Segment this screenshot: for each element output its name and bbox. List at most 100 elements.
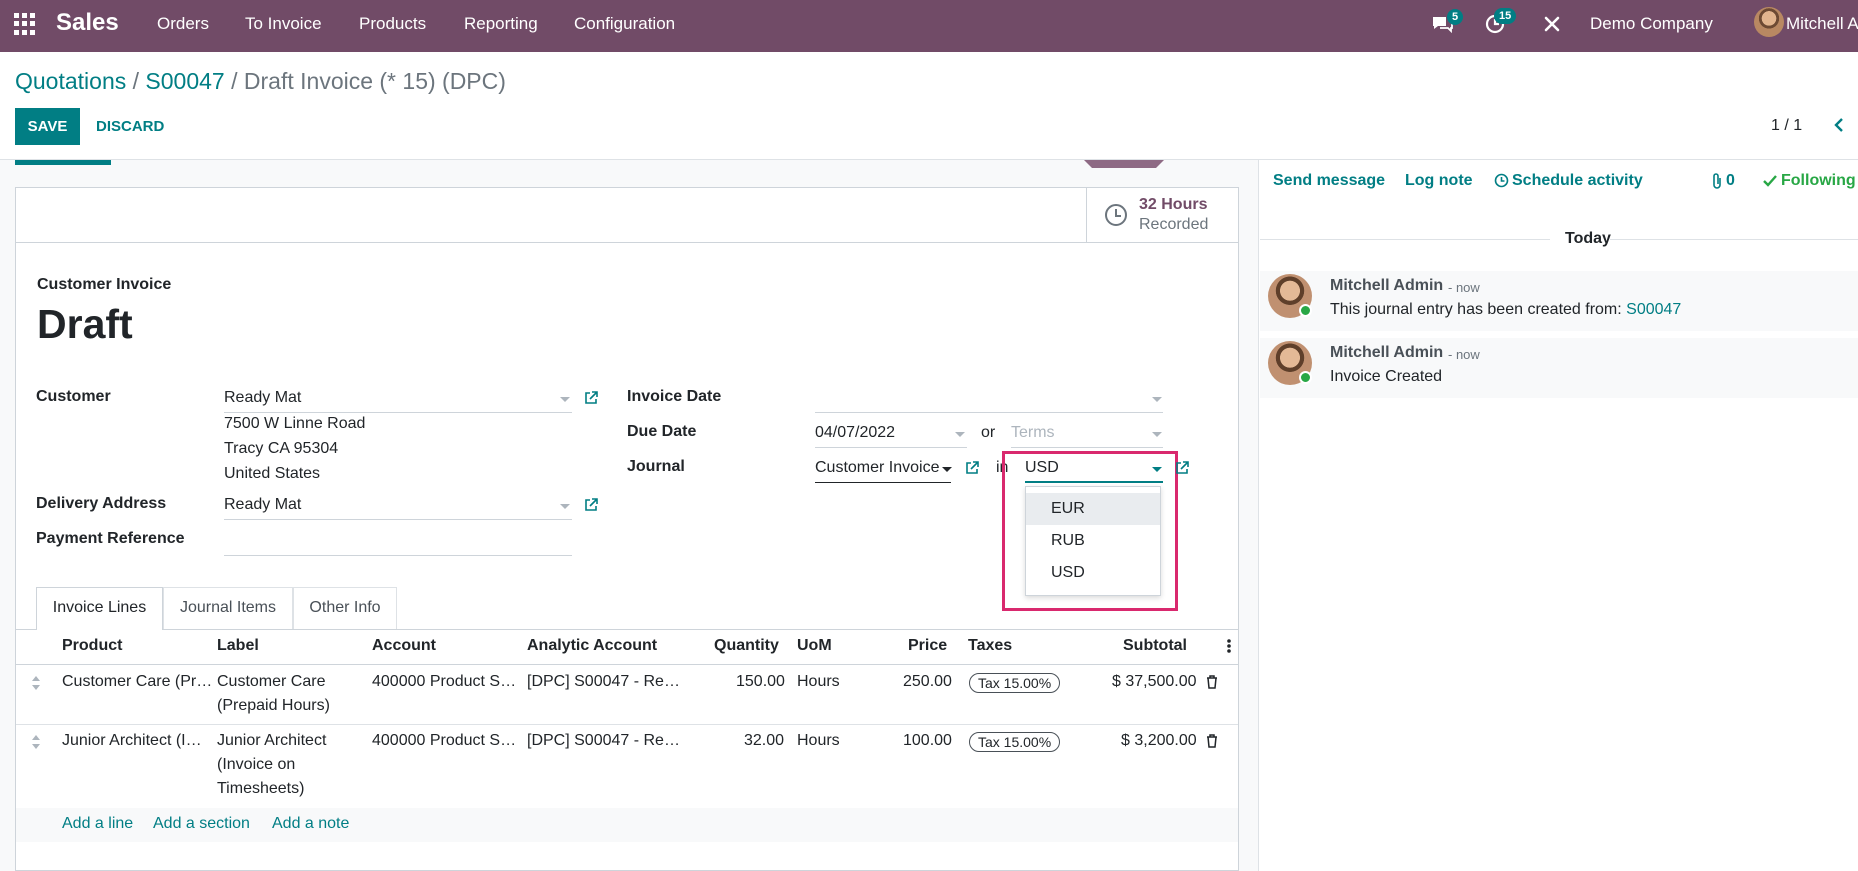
customer-field[interactable]: Ready Mat: [224, 389, 302, 406]
chevron-down-icon[interactable]: [1152, 432, 1162, 437]
paperclip-icon[interactable]: [1711, 173, 1723, 189]
cell-label[interactable]: Junior Architect (Invoice on Timesheets): [217, 732, 327, 797]
statusbar-ribbon: [1084, 160, 1164, 168]
trash-icon[interactable]: [1206, 675, 1218, 689]
external-link-icon[interactable]: [1175, 461, 1189, 475]
schedule-activity-button[interactable]: Schedule activity: [1512, 172, 1643, 189]
cell-account[interactable]: 400000 Product S…: [372, 732, 517, 749]
cell-subtotal: $ 3,200.00: [1121, 732, 1197, 749]
message-author[interactable]: Mitchell Admin: [1330, 277, 1444, 294]
log-note-button[interactable]: Log note: [1405, 172, 1473, 189]
tab-invoice-lines[interactable]: Invoice Lines: [36, 587, 163, 630]
cell-price[interactable]: 100.00: [903, 732, 952, 749]
hours-recorded-button[interactable]: 32 Hours Recorded: [1086, 188, 1238, 242]
company-switcher[interactable]: Demo Company: [1590, 14, 1713, 33]
chevron-down-icon[interactable]: [560, 504, 570, 509]
menu-to-invoice[interactable]: To Invoice: [245, 14, 322, 33]
add-line-link[interactable]: Add a line: [62, 815, 134, 832]
tax-badge[interactable]: Tax 15.00%: [969, 732, 1061, 752]
currency-option-usd[interactable]: USD: [1051, 564, 1085, 581]
breadcrumb-quotations[interactable]: Quotations: [15, 68, 127, 94]
clock-icon: [1105, 204, 1127, 226]
save-button[interactable]: SAVE: [15, 108, 80, 145]
following-button[interactable]: Following: [1781, 172, 1856, 189]
chatter-message: [1260, 338, 1858, 398]
currency-option-rub[interactable]: RUB: [1051, 532, 1085, 549]
column-taxes[interactable]: Taxes: [968, 637, 1013, 654]
stat-label: Recorded: [1139, 216, 1209, 233]
cell-subtotal: $ 37,500.00: [1112, 673, 1197, 690]
column-options-icon[interactable]: [1226, 638, 1232, 654]
column-uom[interactable]: UoM: [797, 637, 832, 654]
debug-tools-icon[interactable]: [1540, 12, 1564, 36]
breadcrumb-order[interactable]: S00047: [145, 68, 225, 94]
user-menu[interactable]: Mitchell A: [1786, 14, 1858, 33]
column-price[interactable]: Price: [908, 637, 948, 654]
app-name[interactable]: Sales: [56, 9, 119, 36]
tab-other-info[interactable]: Other Info: [293, 587, 397, 629]
drag-handle-icon[interactable]: [31, 735, 41, 749]
cell-product[interactable]: Customer Care (Pr…: [62, 673, 213, 690]
delivery-address-field[interactable]: Ready Mat: [224, 496, 302, 513]
breadcrumb-separator: /: [224, 68, 244, 94]
send-message-button[interactable]: Send message: [1273, 172, 1386, 189]
invoice-date-input[interactable]: [815, 412, 1163, 413]
pager-value[interactable]: 1 / 1: [1771, 117, 1803, 134]
message-author[interactable]: Mitchell Admin: [1330, 344, 1444, 361]
chevron-down-icon[interactable]: [955, 432, 965, 437]
cell-product[interactable]: Junior Architect (I…: [62, 732, 202, 749]
menu-configuration[interactable]: Configuration: [574, 14, 676, 33]
external-link-icon[interactable]: [965, 461, 979, 475]
menu-products[interactable]: Products: [359, 14, 427, 33]
messages-count-badge: 5: [1447, 9, 1464, 25]
table-row[interactable]: [16, 665, 1238, 725]
cell-price[interactable]: 250.00: [903, 673, 952, 690]
message-date: - now: [1448, 347, 1480, 362]
chevron-down-icon[interactable]: [942, 467, 952, 472]
menu-orders[interactable]: Orders: [157, 14, 209, 33]
column-subtotal[interactable]: Subtotal: [1123, 637, 1187, 654]
journal-field[interactable]: Customer Invoice: [815, 459, 940, 476]
due-date-field[interactable]: 04/07/2022: [815, 424, 896, 441]
message-link[interactable]: S00047: [1626, 301, 1682, 318]
delivery-underline: [224, 519, 572, 520]
divider: [1260, 239, 1550, 240]
tab-journal-items[interactable]: Journal Items: [163, 587, 293, 629]
cell-quantity[interactable]: 150.00: [736, 673, 785, 690]
user-avatar[interactable]: [1754, 7, 1784, 37]
column-analytic-account[interactable]: Analytic Account: [527, 637, 658, 654]
chevron-left-icon[interactable]: [1833, 116, 1845, 139]
column-account[interactable]: Account: [372, 637, 436, 654]
chevron-down-icon[interactable]: [1152, 467, 1162, 472]
cell-analytic-account[interactable]: [DPC] S00047 - Re…: [527, 673, 680, 690]
button-box: 32 Hours Recorded: [16, 188, 1238, 243]
cell-analytic-account[interactable]: [DPC] S00047 - Re…: [527, 732, 680, 749]
payment-reference-input[interactable]: [224, 555, 572, 556]
chevron-down-icon[interactable]: [560, 397, 570, 402]
external-link-icon[interactable]: [584, 498, 598, 512]
chevron-down-icon[interactable]: [1152, 397, 1162, 402]
add-note-link[interactable]: Add a note: [272, 815, 350, 832]
journal-label: Journal: [627, 458, 685, 475]
cell-label[interactable]: Customer Care (Prepaid Hours): [217, 673, 330, 714]
currency-option-eur[interactable]: EUR: [1026, 493, 1160, 525]
cell-quantity[interactable]: 32.00: [744, 732, 785, 749]
or-text: or: [981, 424, 996, 441]
external-link-icon[interactable]: [584, 391, 598, 405]
tax-badge[interactable]: Tax 15.00%: [969, 673, 1061, 693]
add-section-link[interactable]: Add a section: [153, 815, 250, 832]
cell-uom[interactable]: Hours: [797, 732, 840, 749]
attachments-count[interactable]: 0: [1726, 172, 1735, 189]
currency-input[interactable]: USD: [1025, 459, 1059, 476]
menu-reporting[interactable]: Reporting: [464, 14, 538, 33]
column-label[interactable]: Label: [217, 637, 259, 654]
discard-button[interactable]: DISCARD: [96, 118, 165, 135]
column-quantity[interactable]: Quantity: [714, 637, 779, 654]
drag-handle-icon[interactable]: [31, 676, 41, 690]
cell-account[interactable]: 400000 Product S…: [372, 673, 517, 690]
payment-terms-field[interactable]: Terms: [1011, 424, 1055, 441]
apps-menu-icon[interactable]: [14, 13, 36, 35]
column-product[interactable]: Product: [62, 637, 123, 654]
trash-icon[interactable]: [1206, 734, 1218, 748]
cell-uom[interactable]: Hours: [797, 673, 840, 690]
